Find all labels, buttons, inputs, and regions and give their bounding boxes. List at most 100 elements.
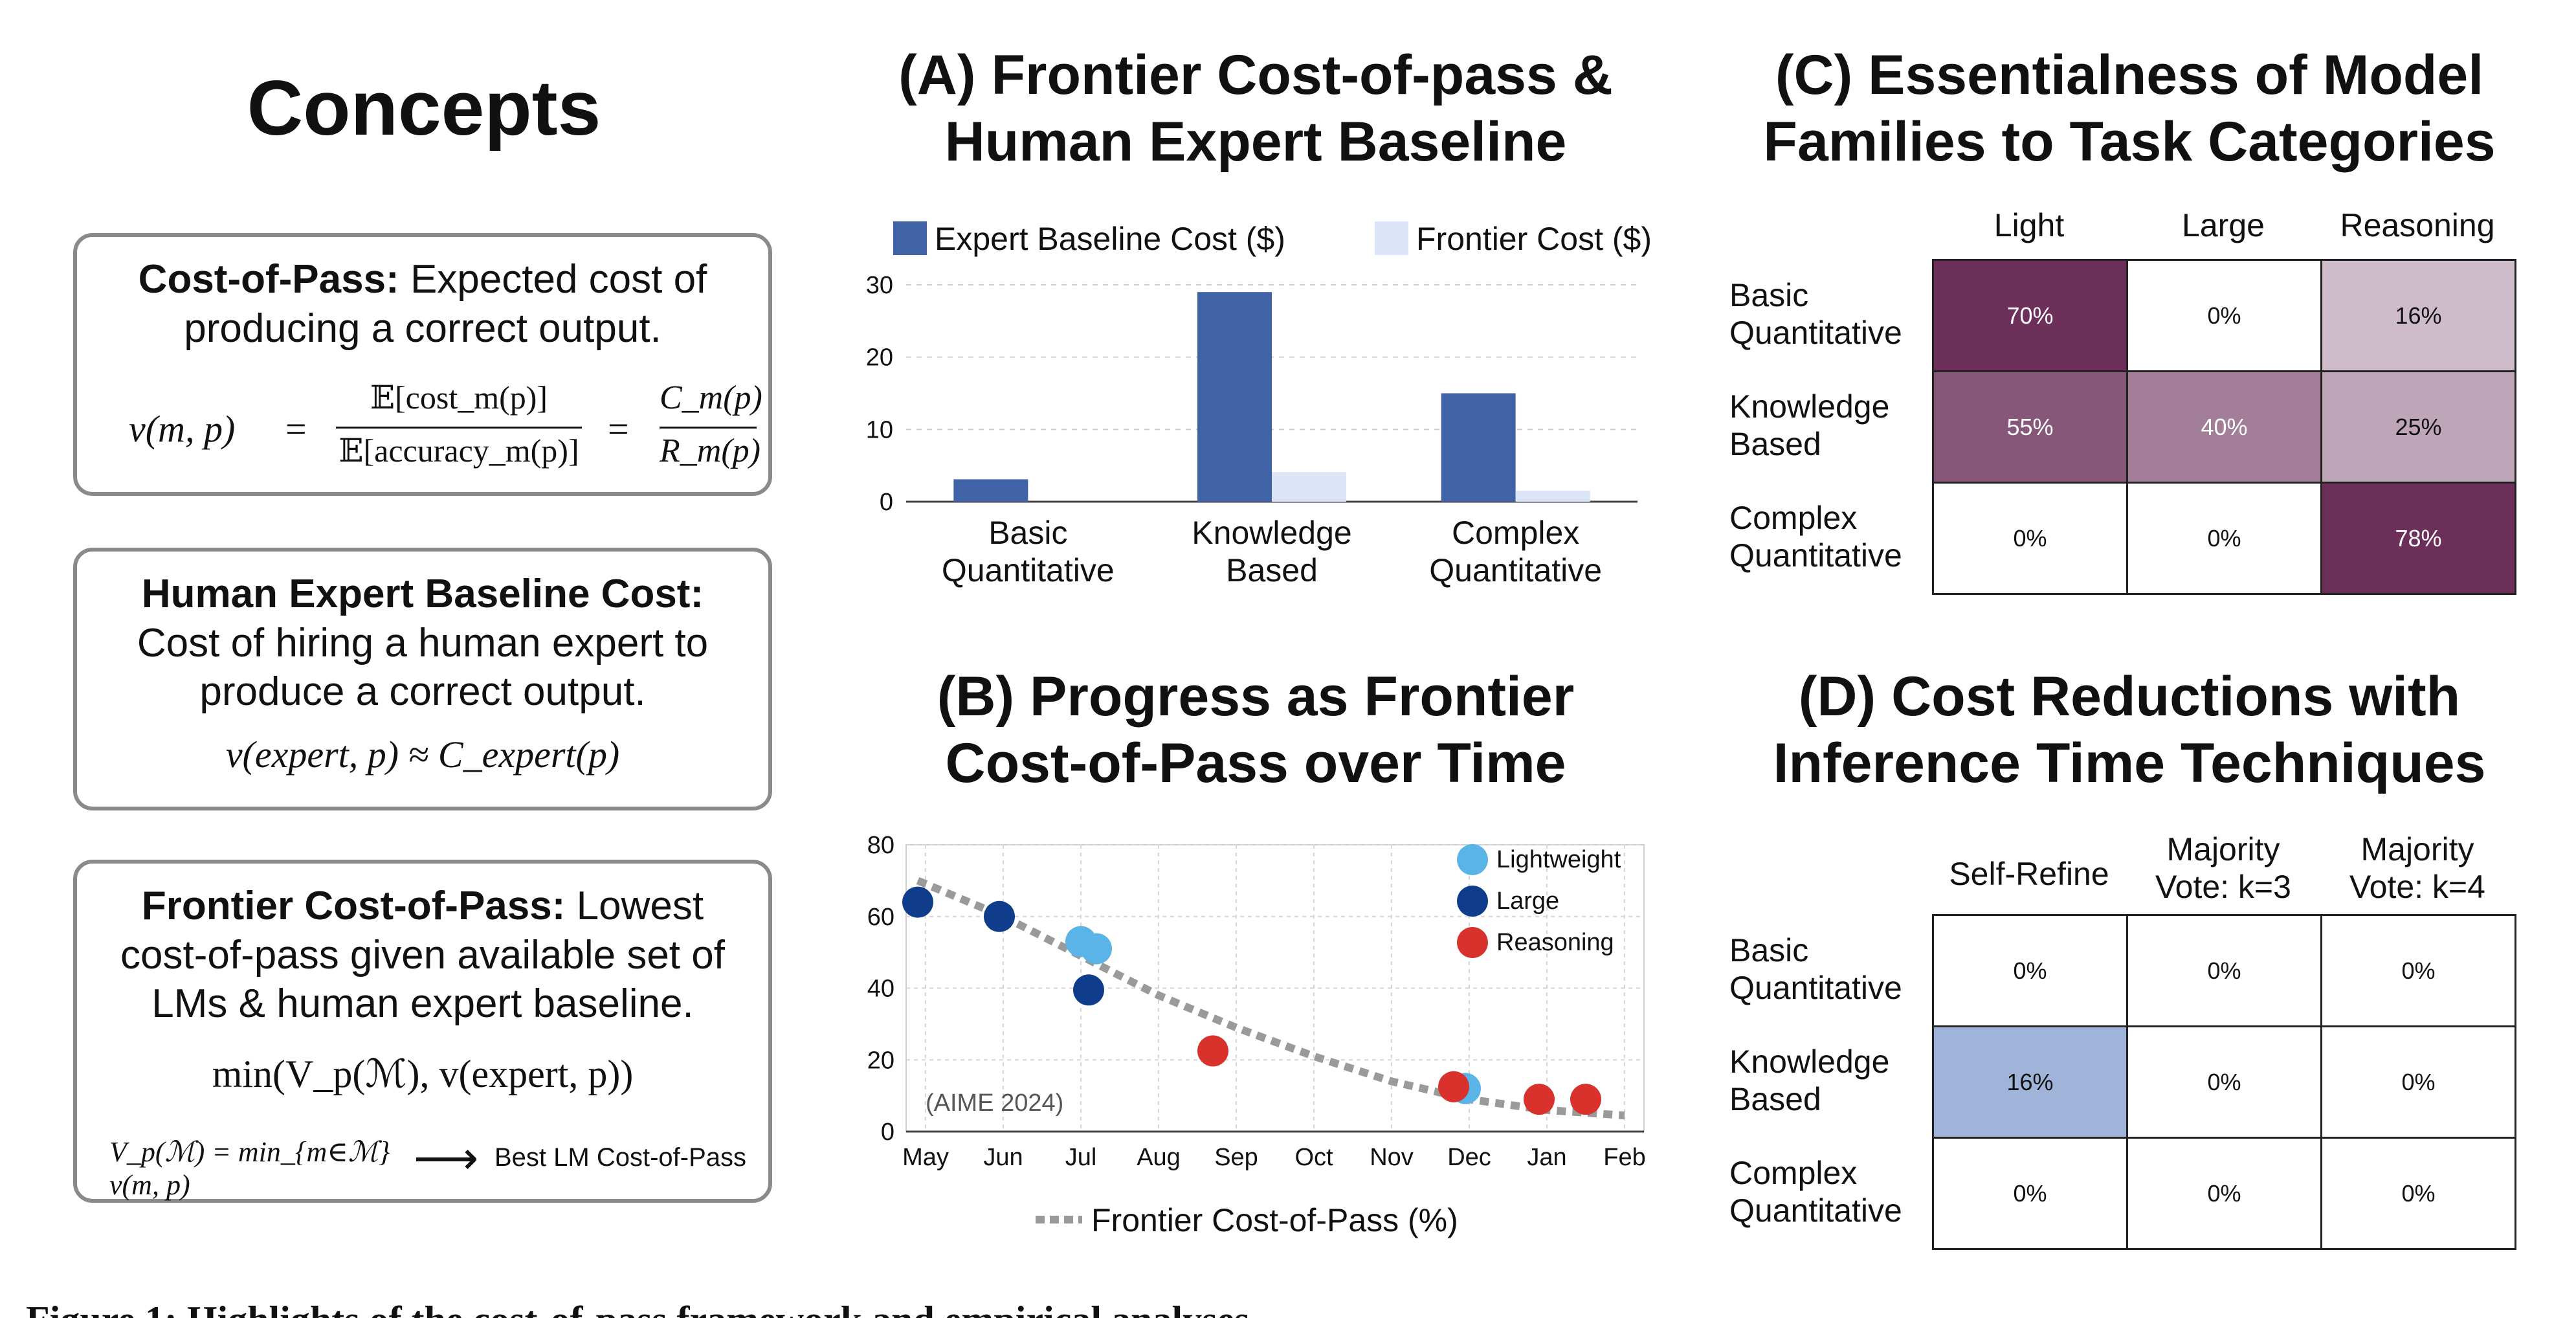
- legend-marker-lightweight: [1457, 844, 1488, 875]
- column-header: Majority Vote: k=4: [2349, 831, 2485, 905]
- cost-of-pass-box: Cost-of-Pass: Expected cost of producing…: [73, 233, 772, 496]
- scatter-point-reasoning: [1197, 1035, 1228, 1067]
- y-tick-label: 40: [867, 976, 894, 1003]
- scatter-point-large: [902, 886, 933, 918]
- panel-c-title-line1: (C) Essentialness of Model: [1775, 44, 2484, 106]
- panel-d-title-line2: Inference Time Techniques: [1773, 732, 2486, 795]
- best-lm-definition: V_p(ℳ) = min_{m∈ℳ} v(m, p): [109, 1136, 390, 1201]
- frontier-trend-line: [916, 877, 1625, 1120]
- row-label: Knowledge Based: [1729, 1044, 1890, 1117]
- formula-denominator-2: R_m(p): [660, 432, 761, 469]
- human-expert-description: Human Expert Baseline Cost: Cost of hiri…: [77, 552, 768, 717]
- heatmap-cell: 0%: [2126, 1025, 2322, 1139]
- cost-of-pass-formula: v(m, p) = 𝔼[cost_m(p)] 𝔼[accuracy_m(p)] …: [129, 379, 762, 469]
- column-header: Self-Refine: [1949, 856, 2109, 892]
- x-tick-label: Aug: [1137, 1144, 1181, 1171]
- panel-a-title-line1: (A) Frontier Cost-of-pass &: [898, 44, 1613, 106]
- legend-label-1: Frontier Cost ($): [1416, 221, 1652, 257]
- chart-annotation: (AIME 2024): [926, 1089, 1063, 1117]
- human-expert-heading: Human Expert Baseline Cost:: [141, 572, 704, 616]
- x-category-label: Quantitative: [942, 552, 1115, 588]
- panel-b-title-line2: Cost-of-Pass over Time: [945, 732, 1566, 795]
- panel-c-title: (C) Essentialness of Model Families to T…: [1709, 42, 2550, 175]
- x-tick-label: Jun: [983, 1144, 1023, 1171]
- bar-1-2: [1515, 491, 1590, 502]
- row-label: Complex Quantitative: [1729, 1155, 1902, 1229]
- row-label: Complex Quantitative: [1729, 500, 1902, 574]
- x-tick-label: Jul: [1065, 1144, 1097, 1171]
- panel-b-title: (B) Progress as Frontier Cost-of-Pass ov…: [841, 664, 1670, 797]
- figure-caption: Figure 1: Highlights of the cost-of-pass…: [26, 1298, 1259, 1318]
- heatmap-cell: 0%: [2126, 482, 2322, 595]
- x-tick-label: Dec: [1447, 1144, 1491, 1171]
- trend-legend-label: Frontier Cost-of-Pass (%): [1091, 1202, 1458, 1238]
- formula-numerator-2: C_m(p): [660, 379, 762, 416]
- frontier-cost-formula: min(V_p(ℳ), v(expert, p)): [212, 1053, 634, 1095]
- heatmap-cell: 0%: [2320, 1025, 2516, 1139]
- formula-lhs: v(m, p): [129, 408, 236, 450]
- legend-swatch-0: [893, 221, 927, 255]
- column-header: Light: [1993, 207, 2065, 243]
- x-tick-label: Jan: [1527, 1144, 1566, 1171]
- heatmap-cell: 0%: [2126, 914, 2322, 1027]
- concepts-title: Concepts: [247, 65, 601, 151]
- panel-a-title: (A) Frontier Cost-of-pass & Human Expert…: [841, 42, 1670, 175]
- scatter-point-reasoning: [1524, 1084, 1555, 1115]
- legend-label-0: Expert Baseline Cost ($): [935, 221, 1285, 257]
- heatmap-cell: 0%: [1932, 914, 2128, 1027]
- heatmap-cell: 0%: [2320, 914, 2516, 1027]
- bar-0-2: [1441, 393, 1516, 502]
- x-category-label: Complex: [1452, 515, 1579, 551]
- y-tick-label: 30: [866, 272, 893, 299]
- panel-d-title: (D) Cost Reductions with Inference Time …: [1709, 664, 2550, 797]
- y-tick-label: 10: [866, 416, 893, 443]
- heatmap-cell: 0%: [2126, 1137, 2322, 1250]
- y-tick-label: 20: [866, 344, 893, 372]
- row-label: Basic Quantitative: [1729, 932, 1902, 1006]
- x-tick-label: Feb: [1603, 1144, 1645, 1171]
- heatmap-cell: 40%: [2126, 370, 2322, 484]
- arrow-right-icon: ⟶: [414, 1133, 479, 1183]
- bar-0-1: [1197, 292, 1272, 502]
- bar-0-0: [953, 479, 1028, 502]
- human-expert-formula: v(expert, p) ≈ C_expert(p): [225, 733, 620, 776]
- x-tick-label: May: [902, 1144, 949, 1171]
- scatter-point-lightweight: [1081, 933, 1112, 965]
- heatmap-cell: 0%: [2320, 1137, 2516, 1250]
- legend-label-reasoning: Reasoning: [1496, 929, 1614, 956]
- x-category-label: Quantitative: [1429, 552, 1602, 588]
- cost-of-pass-text: Expected cost of producing a correct out…: [184, 257, 707, 351]
- scatter-point-large: [984, 900, 1015, 932]
- legend-swatch-1: [1375, 221, 1408, 255]
- heatmap-cell: 16%: [2320, 259, 2516, 372]
- best-lm-label: Best LM Cost-of-Pass: [494, 1143, 747, 1172]
- frontier-cost-description: Frontier Cost-of-Pass: Lowest cost-of-pa…: [77, 864, 768, 1029]
- scatter-point-large: [1073, 974, 1104, 1006]
- y-tick-label: 0: [881, 1119, 894, 1146]
- legend-label-lightweight: Lightweight: [1496, 846, 1621, 873]
- panel-c-title-line2: Families to Task Categories: [1763, 111, 2496, 173]
- y-tick-label: 80: [867, 832, 894, 859]
- frontier-cost-box: Frontier Cost-of-Pass: Lowest cost-of-pa…: [73, 860, 772, 1203]
- x-tick-label: Nov: [1370, 1144, 1414, 1171]
- heatmap-cell: 0%: [2126, 259, 2322, 372]
- human-expert-text: Cost of hiring a human expert to produce…: [137, 620, 709, 715]
- frontier-cost-heading: Frontier Cost-of-Pass:: [141, 884, 566, 928]
- human-expert-box: Human Expert Baseline Cost: Cost of hiri…: [73, 548, 772, 810]
- heatmap-cell: 70%: [1932, 259, 2128, 372]
- y-tick-label: 60: [867, 904, 894, 931]
- panel-b-scatter-chart: 0 20 40 60 80 May Jun Jul Aug Sep Oct Nov Dec Jan Feb (…: [867, 832, 1646, 1238]
- row-label: Knowledge Based: [1729, 388, 1890, 462]
- cost-of-pass-description: Cost-of-Pass: Expected cost of producing…: [77, 237, 768, 353]
- heatmap-cell: 55%: [1932, 370, 2128, 484]
- frontier-cost-text: Lowest cost-of-pass given available set …: [120, 884, 725, 1027]
- column-header: Majority Vote: k=3: [2155, 831, 2291, 905]
- heatmap-cell: 78%: [2320, 482, 2516, 595]
- formula-denominator-1: 𝔼[accuracy_m(p)]: [339, 432, 579, 469]
- scatter-point-reasoning: [1438, 1071, 1469, 1102]
- legend-label-large: Large: [1496, 888, 1559, 915]
- scatter-point-reasoning: [1570, 1084, 1601, 1115]
- column-header: Large: [2182, 207, 2265, 243]
- formula-numerator-1: 𝔼[cost_m(p)]: [370, 379, 548, 416]
- x-tick-label: Sep: [1214, 1144, 1258, 1171]
